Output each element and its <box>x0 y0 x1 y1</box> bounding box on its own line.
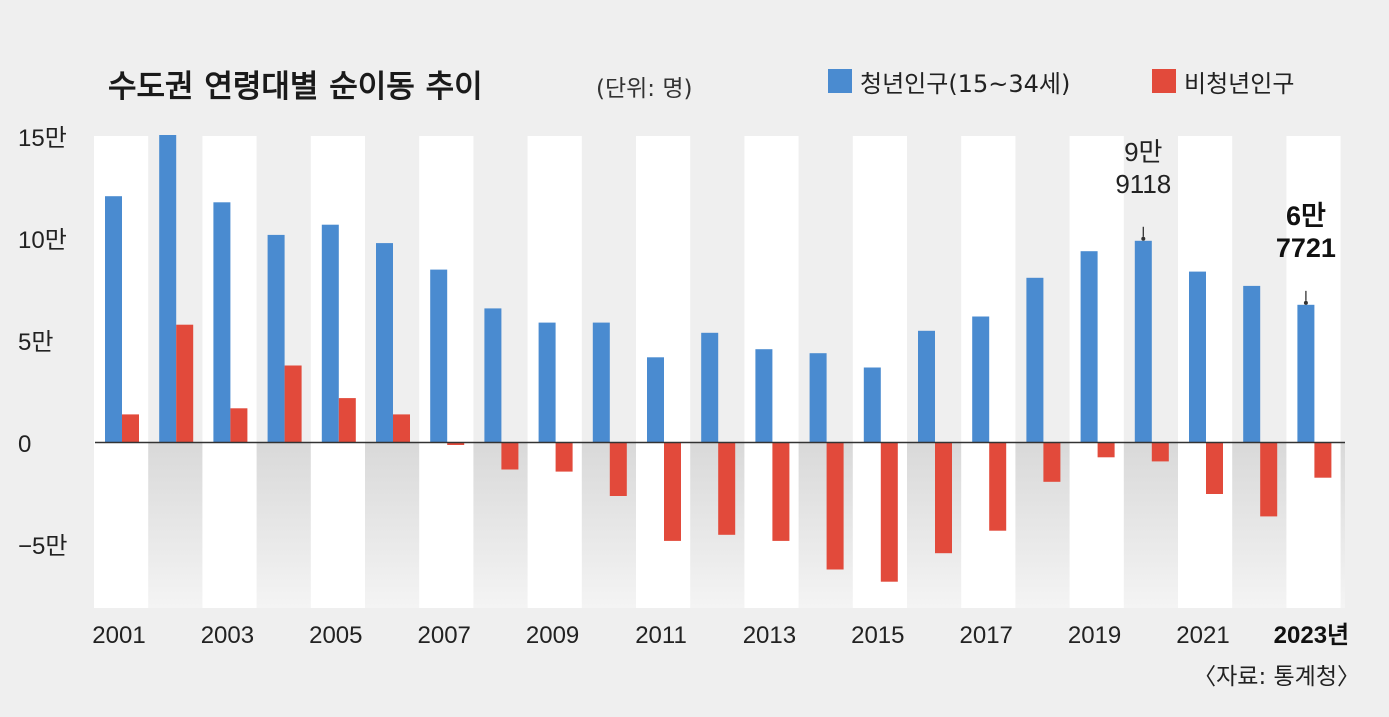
bar-nonyouth-2017 <box>989 443 1007 531</box>
bar-youth-2019 <box>1080 251 1098 443</box>
y-tick-label: 5만 <box>18 329 53 356</box>
bar-nonyouth-2014 <box>826 443 844 570</box>
bar-youth-2012 <box>701 332 719 443</box>
y-tick-label: 10만 <box>18 227 67 254</box>
x-tick-label: 2005 <box>309 622 362 649</box>
bars <box>105 135 1332 582</box>
bar-youth-2020 <box>1134 240 1152 443</box>
bar-youth-2013 <box>755 349 773 443</box>
x-tick-label: 2007 <box>418 622 471 649</box>
source-note: 〈자료: 통계청〉 <box>1193 664 1360 690</box>
x-tick-label: 2003 <box>201 622 254 649</box>
bar-youth-2002 <box>159 135 177 443</box>
bar-nonyouth-2012 <box>718 443 736 535</box>
bar-youth-2003 <box>213 202 231 443</box>
bar-youth-2018 <box>1026 277 1044 443</box>
y-axis: 15만 10만 5만 0 −5만 <box>18 125 67 560</box>
bar-youth-2011 <box>647 357 664 443</box>
bar-youth-2021 <box>1189 271 1206 443</box>
chart-title: 수도권 연령대별 순이동 추이 <box>108 69 483 105</box>
bar-nonyouth-2010 <box>609 443 627 496</box>
y-tick-label: −5만 <box>18 533 67 560</box>
bar-nonyouth-2005 <box>338 398 356 443</box>
bar-youth-2008 <box>484 308 502 443</box>
legend: 청년인구(15~34세) 비청년인구 <box>828 69 1294 98</box>
annotation-text: 6만 <box>1286 201 1326 231</box>
bar-nonyouth-2006 <box>393 414 410 443</box>
bar-youth-2023 <box>1297 304 1315 443</box>
bar-youth-2022 <box>1243 285 1261 443</box>
bar-nonyouth-2016 <box>935 443 952 554</box>
x-tick-label: 2017 <box>960 622 1013 649</box>
bar-nonyouth-2015 <box>880 443 898 582</box>
annotation-text: 9118 <box>1115 169 1171 199</box>
bar-youth-2004 <box>267 234 285 443</box>
bar-youth-2014 <box>809 353 827 443</box>
legend-swatch-youth <box>828 69 852 93</box>
bar-nonyouth-2018 <box>1043 443 1061 482</box>
x-tick-label: 2013 <box>743 622 796 649</box>
bar-youth-2005 <box>321 224 339 443</box>
x-tick-label: 2011 <box>635 622 687 649</box>
bar-nonyouth-2007 <box>447 443 465 445</box>
bar-nonyouth-2003 <box>230 408 248 443</box>
bar-nonyouth-2020 <box>1151 443 1169 462</box>
annotation-dot <box>1141 236 1146 241</box>
x-tick-label: 2015 <box>851 622 904 649</box>
bar-nonyouth-2008 <box>501 443 519 470</box>
bar-youth-2009 <box>538 322 556 443</box>
x-tick-label: 2023년 <box>1274 622 1349 649</box>
bar-youth-2016 <box>918 330 935 443</box>
bar-nonyouth-2013 <box>772 443 790 541</box>
y-tick-label: 0 <box>18 431 31 458</box>
bar-nonyouth-2023 <box>1314 443 1332 478</box>
annotation-dot <box>1303 300 1308 305</box>
x-axis: 2001 2003 2005 2007 2009 2011 2013 2015 2017 2019… <box>92 622 1349 649</box>
y-tick-label: 15만 <box>18 125 67 152</box>
legend-label-nonyouth: 비청년인구 <box>1184 70 1294 98</box>
bar-nonyouth-2004 <box>284 365 302 443</box>
unit-label: (단위: 명) <box>596 76 693 102</box>
bar-nonyouth-2009 <box>555 443 573 472</box>
bar-youth-2006 <box>376 243 393 443</box>
bar-nonyouth-2021 <box>1206 443 1223 494</box>
annotation-text: 9만 <box>1124 137 1162 167</box>
bar-youth-2001 <box>105 196 122 443</box>
bar-youth-2007 <box>430 269 448 443</box>
bar-nonyouth-2019 <box>1097 443 1115 458</box>
annotation-text: 7721 <box>1276 233 1336 263</box>
bar-nonyouth-2001 <box>122 414 139 443</box>
bar-nonyouth-2022 <box>1260 443 1278 517</box>
x-tick-label: 2021 <box>1176 622 1229 649</box>
bar-youth-2010 <box>592 322 610 443</box>
x-tick-label: 2019 <box>1068 622 1121 649</box>
bar-nonyouth-2002 <box>176 324 194 443</box>
bar-nonyouth-2011 <box>664 443 681 541</box>
bar-youth-2017 <box>972 316 990 443</box>
bar-youth-2015 <box>863 367 881 443</box>
x-tick-label: 2001 <box>92 622 145 649</box>
legend-label-youth: 청년인구(15~34세) <box>860 70 1070 98</box>
x-tick-label: 2009 <box>526 622 579 649</box>
legend-swatch-nonyouth <box>1152 69 1176 93</box>
